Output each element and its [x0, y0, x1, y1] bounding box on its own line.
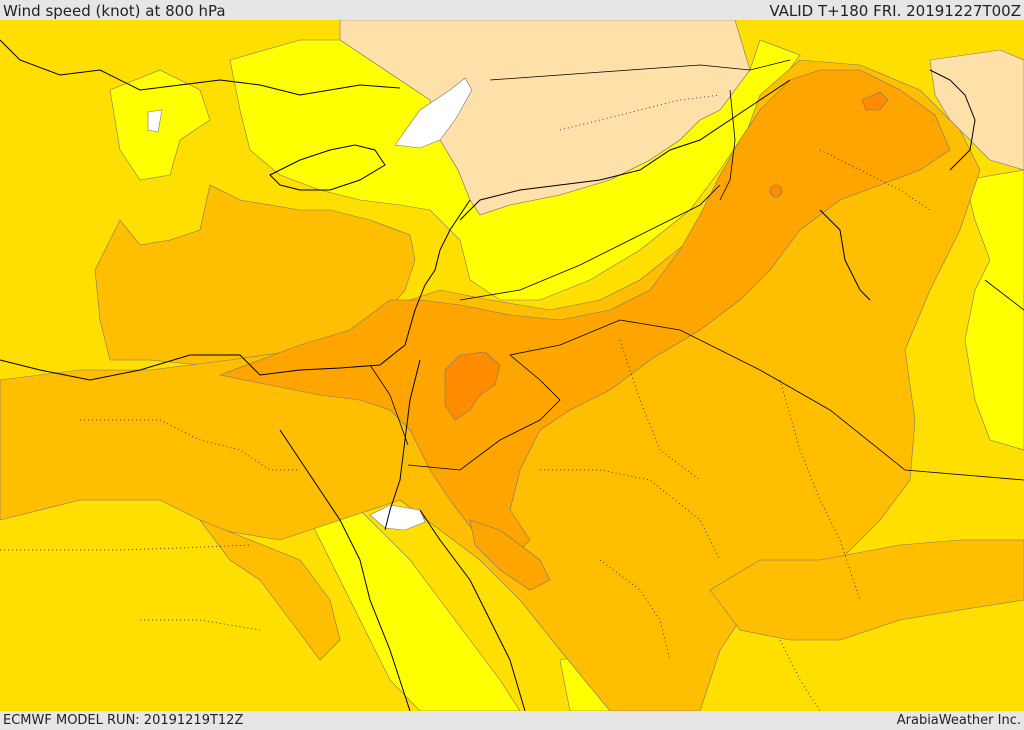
credit-label: ArabiaWeather Inc. — [896, 713, 1021, 728]
footer-bar: ECMWF MODEL RUN: 20191219T12Z ArabiaWeat… — [0, 711, 1024, 729]
calm-area-coast — [394, 77, 473, 149]
wind-speed-map[interactable] — [0, 20, 1024, 711]
moderate-wind-region-west — [109, 69, 211, 181]
high-wind-region-east-tongue — [709, 539, 1024, 641]
highest-wind-core-iraq — [861, 91, 889, 111]
province-boundaries — [0, 94, 931, 711]
map-title: Wind speed (knot) at 800 hPa — [3, 2, 226, 20]
model-run-label: ECMWF MODEL RUN: 20191219T12Z — [3, 713, 244, 728]
calm-area-west — [147, 109, 163, 133]
high-wind-region-southwest — [199, 519, 341, 661]
higher-wind-patch-sinai — [469, 519, 551, 591]
low-wind-region-northeast — [929, 49, 1024, 171]
country-borders — [369, 59, 1024, 481]
valid-time: VALID T+180 FRI. 20191227T00Z — [769, 2, 1021, 20]
high-wind-region-west — [94, 184, 416, 371]
header-bar: Wind speed (knot) at 800 hPa VALID T+180… — [0, 0, 1024, 20]
highest-wind-spot — [769, 184, 783, 198]
moderate-wind-region-east — [964, 169, 1024, 451]
moderate-wind-region-south — [299, 469, 521, 711]
higher-wind-corridor — [218, 69, 951, 561]
coastlines — [0, 39, 976, 711]
highest-wind-core-jordan — [444, 351, 501, 421]
